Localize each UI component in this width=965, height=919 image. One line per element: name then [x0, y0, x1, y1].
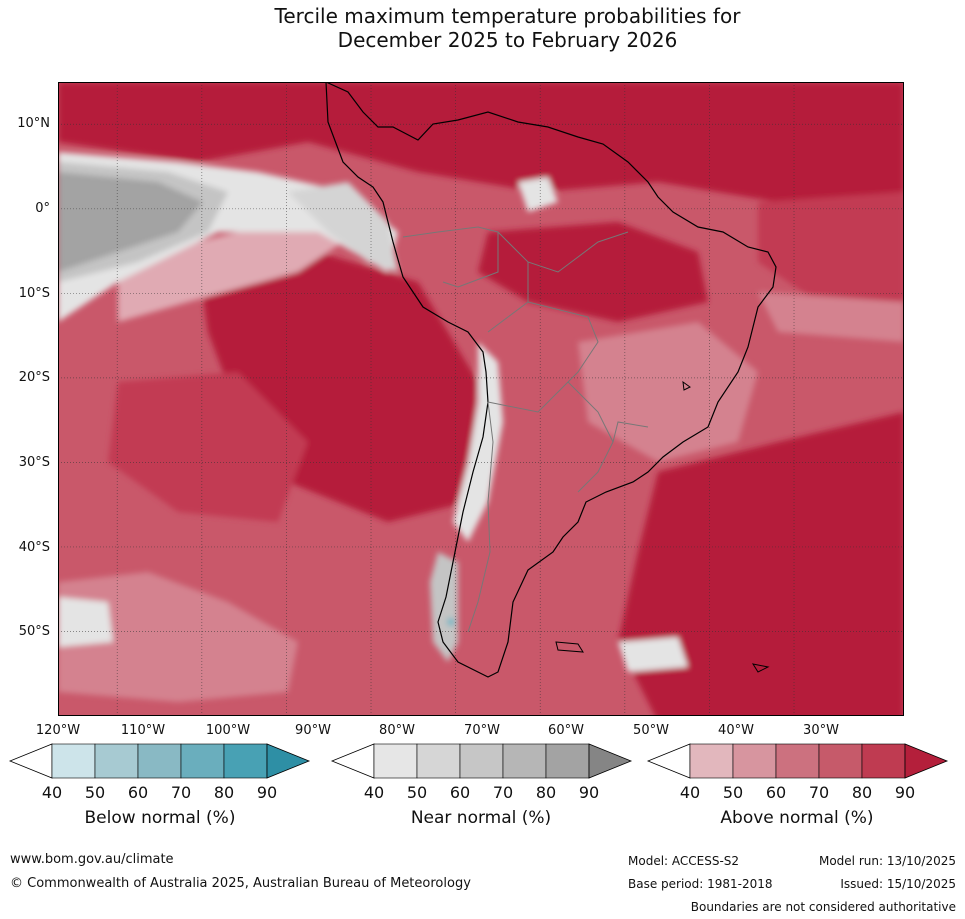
colorbar-above-normal: [646, 743, 949, 779]
tick-label: 50: [406, 783, 428, 802]
lon-label: 90°W: [295, 723, 331, 738]
lon-label: 80°W: [379, 723, 415, 738]
colorbar-near-normal: [330, 743, 633, 779]
colorbar-segment: [51, 743, 96, 779]
above-60-south-pacific: [58, 572, 298, 702]
lat-label: 10°N: [17, 116, 50, 131]
colorbar-segment: [775, 743, 820, 779]
tick-label: 50: [722, 783, 744, 802]
lon-label: 50°W: [633, 723, 669, 738]
colorbar-segment: [732, 743, 777, 779]
probability-patches: [58, 82, 904, 716]
islands: [555, 380, 770, 673]
near-40-andes: [453, 342, 503, 542]
near-40-venezuela: [518, 177, 558, 212]
title-line-2: December 2025 to February 2026: [337, 28, 678, 52]
footer-website: www.bom.gov.au/climate: [10, 852, 174, 867]
lat-label: 50°S: [18, 624, 50, 639]
lon-label: 70°W: [464, 723, 500, 738]
tick-label: 60: [449, 783, 471, 802]
colorbar-segment: [416, 743, 461, 779]
footer-issued: Issued: 15/10/2025: [840, 877, 956, 891]
near-40-atlantic-south: [618, 637, 688, 672]
colorbar-segment: [137, 743, 182, 779]
footer-model-run: Model run: 13/10/2025: [818, 854, 956, 868]
lat-label: 30°S: [18, 455, 50, 470]
footer-disclaimer: Boundaries are not considered authoritat…: [690, 900, 956, 914]
title-line-1: Tercile maximum temperature probabilitie…: [274, 4, 741, 28]
colorbar-title-below: Below normal (%): [84, 808, 236, 828]
colorbar-title-above: Above normal (%): [720, 808, 874, 828]
colorbars: [8, 743, 949, 779]
colorbar-segment: [180, 743, 225, 779]
colorbar-extend-low: [8, 743, 53, 779]
colorbar-segment: [373, 743, 418, 779]
colorbar-segment: [545, 743, 590, 779]
lat-label: 0°: [35, 201, 50, 216]
country-borders: [402, 226, 649, 633]
colorbar-extend-high: [266, 743, 311, 779]
footer-base-period: Base period: 1981-2018: [628, 877, 773, 891]
lon-label: 30°W: [803, 723, 839, 738]
above-90-atlantic: [618, 412, 904, 716]
tick-label: 90: [256, 783, 278, 802]
colorbar-below-normal: [8, 743, 311, 779]
colorbar-extend-high: [588, 743, 633, 779]
lon-label: 110°W: [120, 723, 166, 738]
below-80-patch: [447, 618, 455, 626]
above-80-pacific: [108, 372, 308, 522]
tick-label: 60: [127, 783, 149, 802]
tick-label: 90: [894, 783, 916, 802]
colorbar-title-near: Near normal (%): [410, 808, 552, 828]
tick-label: 80: [851, 783, 873, 802]
footer-copyright: © Commonwealth of Australia 2025, Austra…: [10, 876, 471, 891]
chart-title: Tercile maximum temperature probabilitie…: [0, 4, 965, 52]
tick-label: 60: [765, 783, 787, 802]
lat-label: 40°S: [18, 540, 50, 555]
colorbar-extend-low: [330, 743, 375, 779]
above-90-north: [58, 82, 904, 202]
near-50-ecuador: [288, 182, 398, 272]
tick-label: 70: [808, 783, 830, 802]
lon-label: 120°W: [35, 723, 81, 738]
tick-label: 80: [213, 783, 235, 802]
colorbar-segment: [689, 743, 734, 779]
lat-label: 10°S: [18, 286, 50, 301]
near-40-south-pacific: [58, 597, 113, 647]
colorbar-segment: [94, 743, 139, 779]
near-80-equatorial: [58, 172, 203, 272]
probability-map: [58, 82, 904, 716]
south-america-coastline: [325, 82, 777, 678]
lat-label: 20°S: [18, 370, 50, 385]
lon-label: 40°W: [718, 723, 754, 738]
colorbar-segment: [502, 743, 547, 779]
colorbar-segment: [818, 743, 863, 779]
gridlines: [58, 82, 904, 716]
tick-label: 50: [84, 783, 106, 802]
lon-label: 100°W: [205, 723, 251, 738]
above-60-brazil: [578, 322, 758, 462]
tick-label: 40: [41, 783, 63, 802]
tick-label: 40: [363, 783, 385, 802]
tick-label: 80: [535, 783, 557, 802]
tick-label: 70: [170, 783, 192, 802]
colorbar-extend-low: [646, 743, 691, 779]
lon-label: 60°W: [548, 723, 584, 738]
colorbar-extend-high: [904, 743, 949, 779]
colorbar-segment: [459, 743, 504, 779]
above-60-atlantic-band: [758, 292, 904, 342]
tick-label: 70: [492, 783, 514, 802]
colorbar-segment: [223, 743, 268, 779]
above-90-pacific-central: [198, 252, 478, 522]
colorbar-segment: [861, 743, 906, 779]
tick-label: 90: [578, 783, 600, 802]
footer-model: Model: ACCESS-S2: [628, 854, 740, 868]
tick-label: 40: [679, 783, 701, 802]
near-60-patagonia: [430, 552, 458, 662]
above-80-north-atlantic: [758, 192, 904, 312]
above-90-amazon: [478, 222, 708, 322]
